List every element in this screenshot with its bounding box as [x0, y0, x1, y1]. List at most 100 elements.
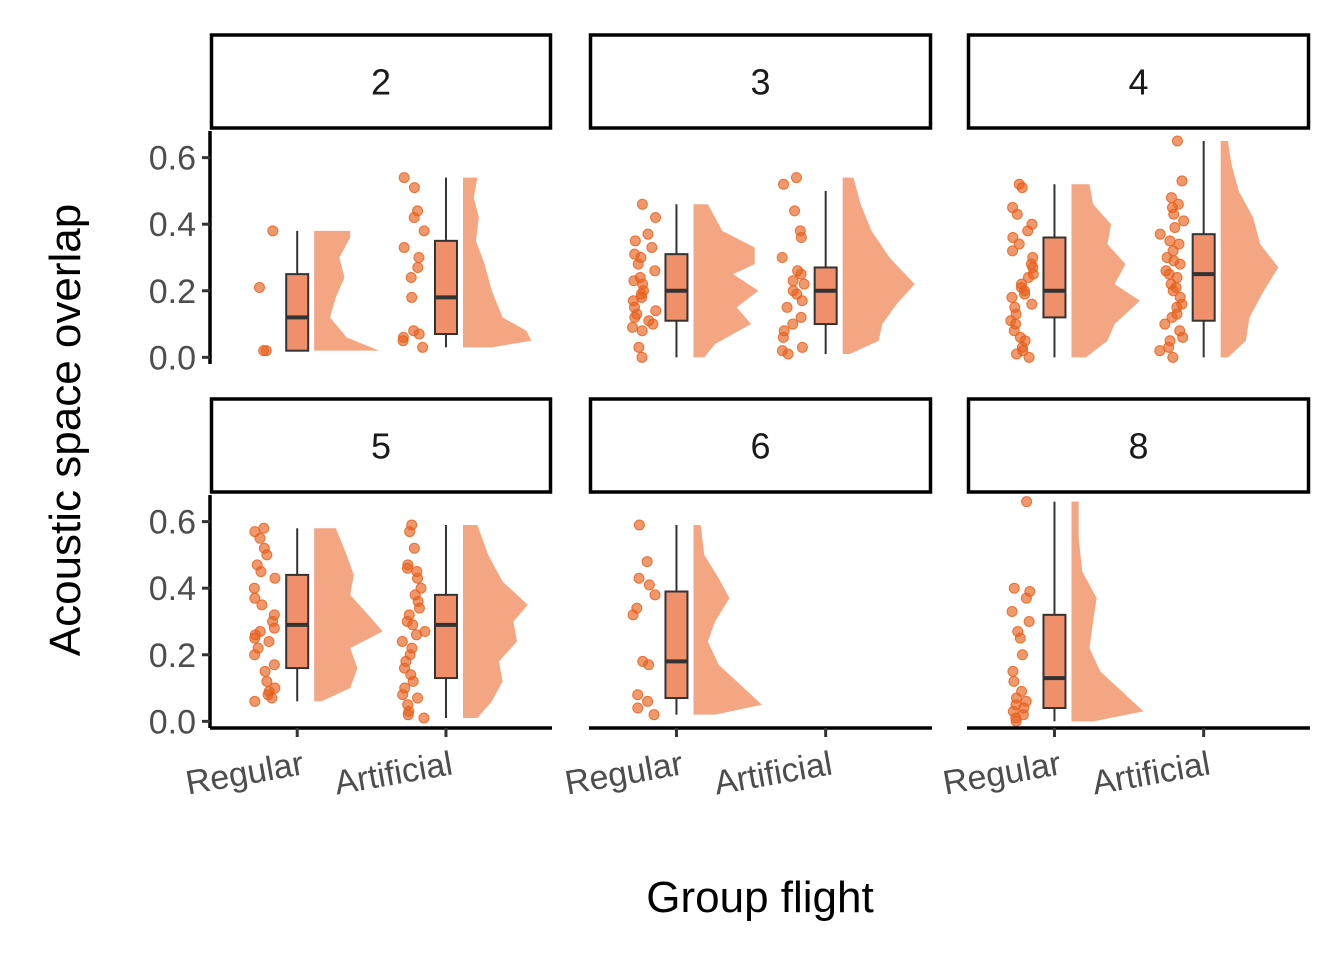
- density-artificial: [462, 177, 532, 348]
- data-point: [259, 665, 271, 677]
- facet-8: 8 Regular Artificial: [940, 397, 1311, 803]
- facet-strip-label: 5: [371, 426, 391, 467]
- y-axis-title: Acoustic space overlap: [41, 204, 90, 656]
- data-point: [632, 258, 644, 270]
- data-point: [795, 232, 807, 244]
- data-point: [1021, 496, 1033, 508]
- data-point: [790, 172, 802, 184]
- data-point: [268, 659, 280, 671]
- box-regular: [664, 590, 689, 700]
- data-point: [1014, 632, 1026, 644]
- facet-strip-label: 8: [1128, 426, 1148, 467]
- box-artificial: [433, 239, 458, 336]
- data-point: [1177, 331, 1189, 343]
- data-point: [627, 609, 639, 621]
- box-regular: [285, 273, 310, 352]
- data-point: [398, 662, 410, 674]
- data-point: [777, 331, 789, 343]
- density-regular: [1071, 184, 1140, 358]
- data-point: [636, 198, 648, 210]
- data-point: [406, 291, 418, 303]
- facet-strip: [209, 33, 553, 130]
- data-point: [269, 572, 281, 584]
- data-point: [418, 225, 430, 237]
- data-point: [397, 689, 409, 701]
- density-artificial: [842, 177, 915, 355]
- x-tick-label: Regular: [940, 744, 1064, 802]
- data-point: [795, 311, 807, 323]
- density-regular: [314, 230, 380, 351]
- data-point: [267, 225, 279, 237]
- data-point: [1013, 238, 1025, 250]
- data-point: [1167, 285, 1179, 297]
- data-point: [1008, 582, 1020, 594]
- data-point: [629, 235, 641, 247]
- data-point: [782, 348, 794, 360]
- facet-4: 4: [966, 33, 1311, 363]
- data-point: [249, 592, 261, 604]
- y-tick-label: 0.4: [149, 570, 196, 608]
- data-point: [256, 599, 268, 611]
- data-point: [1008, 325, 1020, 337]
- data-point: [408, 182, 420, 194]
- data-point: [402, 709, 414, 721]
- data-point: [1016, 182, 1028, 194]
- data-point: [1023, 615, 1035, 627]
- data-point: [1020, 592, 1032, 604]
- facet-5: 5 0.0 0.2 0.4 0.6 Regular Artificial: [149, 397, 553, 803]
- facet-strip-label: 6: [750, 426, 770, 467]
- data-point: [642, 228, 654, 240]
- data-point: [632, 702, 644, 714]
- data-point: [249, 632, 261, 644]
- data-point: [1178, 215, 1190, 227]
- facet-strip: [209, 397, 553, 494]
- box-regular: [285, 573, 310, 670]
- data-point: [1164, 235, 1176, 247]
- data-point: [1167, 351, 1179, 363]
- data-point: [627, 321, 639, 333]
- data-point: [405, 271, 417, 283]
- facet-3: 3: [588, 33, 933, 363]
- data-point: [647, 318, 659, 330]
- data-point: [1023, 351, 1035, 363]
- data-point: [266, 692, 278, 704]
- x-tick-label: Regular: [562, 744, 686, 802]
- x-tick-label: Regular: [183, 744, 307, 802]
- box-regular: [1042, 236, 1067, 319]
- data-point: [1010, 715, 1022, 727]
- y-tick-label: 0.2: [149, 273, 196, 311]
- box-artificial: [813, 266, 838, 326]
- x-axis-title: Group flight: [646, 873, 873, 922]
- data-point: [407, 675, 419, 687]
- data-point: [787, 275, 799, 287]
- data-point: [418, 712, 430, 724]
- density-regular: [693, 204, 759, 358]
- data-point: [401, 562, 413, 574]
- box-artificial: [1191, 233, 1216, 322]
- data-point: [413, 251, 425, 263]
- facet-2: 2 0.0 0.2 0.4 0.6: [149, 33, 553, 377]
- data-point: [261, 675, 273, 687]
- box-regular: [1042, 613, 1067, 710]
- data-point: [410, 629, 422, 641]
- data-point: [255, 566, 267, 578]
- y-tick-label: 0.6: [149, 504, 196, 542]
- data-point: [795, 268, 807, 280]
- density-artificial: [1220, 140, 1279, 358]
- data-point: [796, 295, 808, 307]
- y-tick-label: 0.4: [149, 206, 196, 244]
- data-point: [643, 579, 655, 591]
- density-artificial: [462, 524, 528, 719]
- data-point: [261, 549, 273, 561]
- data-point: [413, 602, 425, 614]
- data-point: [1022, 225, 1034, 237]
- data-point: [398, 172, 410, 184]
- data-point: [254, 532, 266, 544]
- data-point: [412, 692, 424, 704]
- facet-strip-label: 4: [1128, 62, 1148, 103]
- data-point: [1007, 665, 1019, 677]
- data-point: [632, 689, 644, 701]
- data-point: [778, 178, 790, 190]
